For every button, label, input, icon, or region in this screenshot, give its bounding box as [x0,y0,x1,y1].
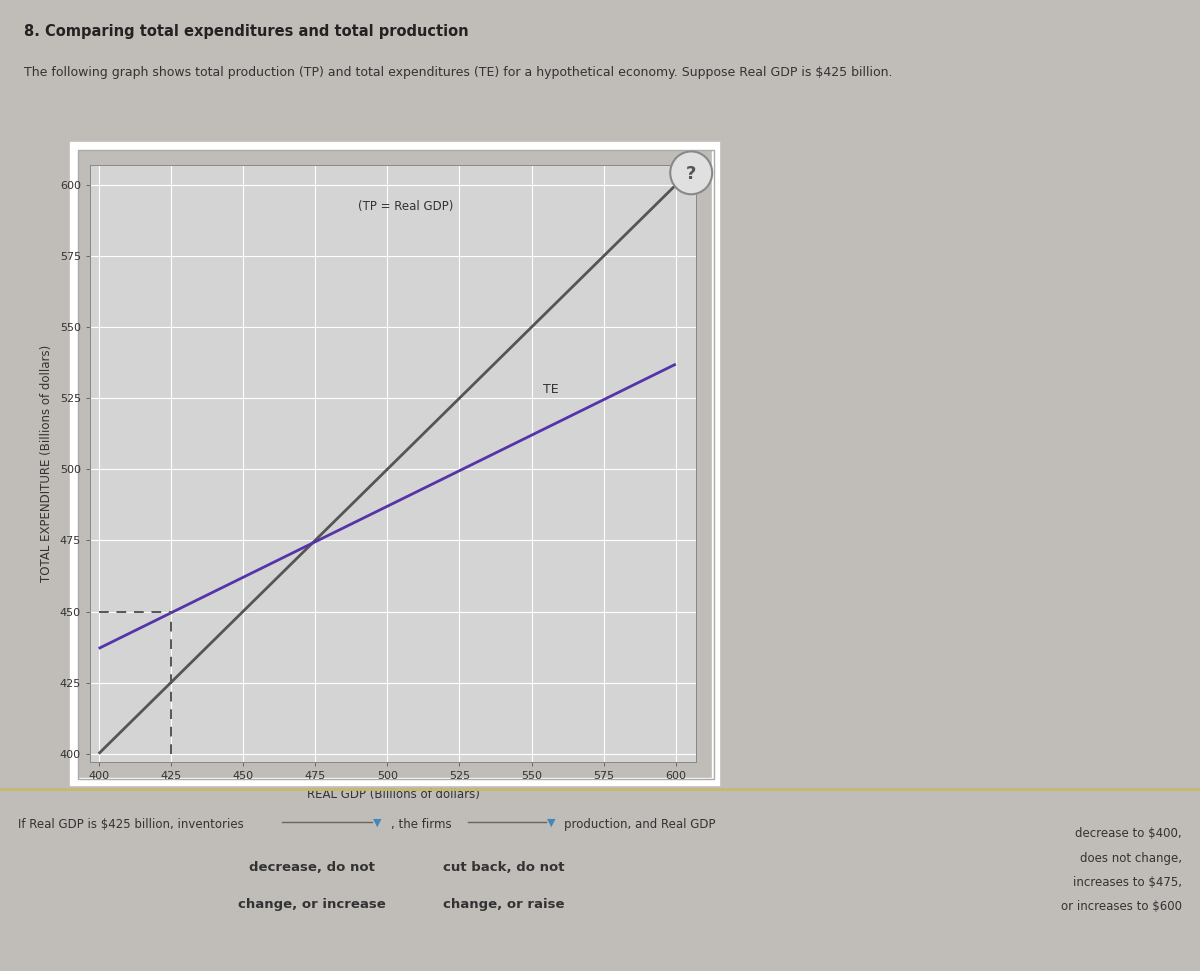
Text: does not change,: does not change, [1080,852,1182,864]
Text: or increases to $600: or increases to $600 [1061,900,1182,913]
Text: increases to $475,: increases to $475, [1073,876,1182,888]
Text: cut back, do not: cut back, do not [443,861,565,874]
Text: 8. Comparing total expenditures and total production: 8. Comparing total expenditures and tota… [24,24,469,39]
Text: ▼: ▼ [373,818,382,827]
Circle shape [671,151,712,194]
Text: production, and Real GDP: production, and Real GDP [564,818,715,830]
Text: If Real GDP is $425 billion, inventories: If Real GDP is $425 billion, inventories [18,818,244,830]
Text: (TP = Real GDP): (TP = Real GDP) [359,200,454,214]
Text: ?: ? [686,165,696,183]
Text: decrease to $400,: decrease to $400, [1075,827,1182,840]
X-axis label: REAL GDP (Billions of dollars): REAL GDP (Billions of dollars) [306,788,480,801]
Text: change, or raise: change, or raise [443,898,565,911]
Y-axis label: TOTAL EXPENDITURE (Billions of dollars): TOTAL EXPENDITURE (Billions of dollars) [40,345,53,583]
Text: TE: TE [544,384,559,396]
Text: The following graph shows total production (TP) and total expenditures (TE) for : The following graph shows total producti… [24,66,893,79]
Text: ▼: ▼ [547,818,556,827]
Text: decrease, do not: decrease, do not [250,861,374,874]
Text: change, or increase: change, or increase [238,898,386,911]
Text: , the firms: , the firms [391,818,452,830]
